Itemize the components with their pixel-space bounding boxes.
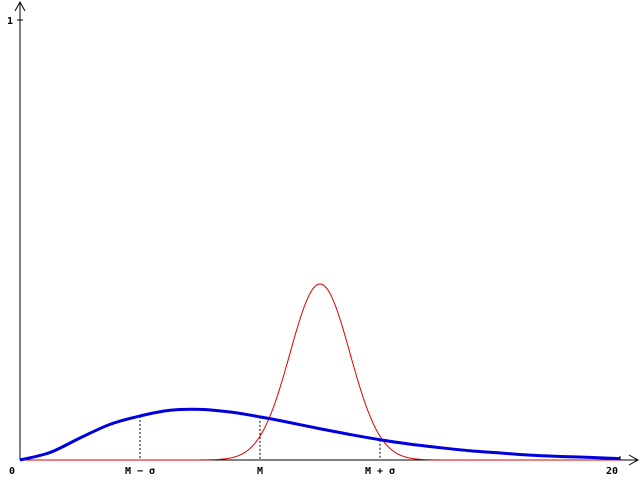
plot-area: 0 20 1 M − σ M M + σ: [7, 0, 640, 477]
x-axis-arrow: [628, 454, 640, 466]
marker-label: M: [257, 466, 263, 477]
ticks: 0 20 1: [7, 16, 621, 477]
x-tick-label: 20: [606, 466, 618, 477]
y-tick-label: 1: [7, 16, 13, 27]
series: [19, 283, 621, 462]
marker-label: M − σ: [125, 466, 155, 477]
y-axis-arrow: [14, 0, 26, 12]
markers: M − σ M M + σ: [125, 416, 395, 477]
x-tick-label: 0: [9, 466, 15, 477]
series-line-red: [20, 283, 620, 461]
marker-label: M + σ: [365, 466, 395, 477]
series-line-blue: [19, 407, 621, 462]
